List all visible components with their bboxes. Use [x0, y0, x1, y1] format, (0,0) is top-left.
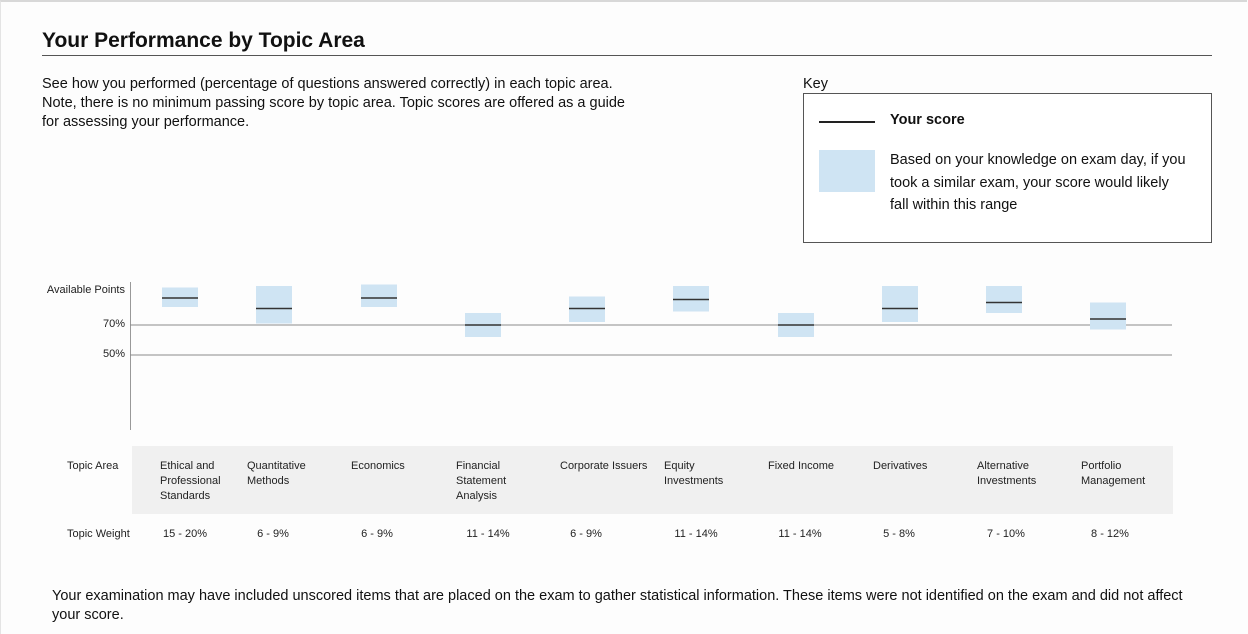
- key-label: Key: [803, 76, 828, 92]
- range-bar: [986, 286, 1022, 313]
- topic-weight: 6 - 9%: [570, 528, 602, 540]
- topic-area-row-bg: [132, 446, 1173, 514]
- topic-name: Ethical and Professional Standards: [160, 460, 221, 502]
- topic-weight: 8 - 12%: [1091, 528, 1129, 540]
- topic-name: Portfolio Management: [1081, 460, 1146, 487]
- topic-weight: 11 - 14%: [466, 528, 510, 540]
- key-range-label: Based on your knowledge on exam day, if …: [890, 152, 1186, 213]
- intro-text: See how you performed (percentage of que…: [42, 76, 625, 130]
- topic-name: Quantitative Methods: [247, 460, 306, 487]
- topic-weight: 15 - 20%: [162, 528, 208, 540]
- title-divider: [42, 55, 1212, 56]
- score-line-swatch: [819, 121, 875, 123]
- range-swatch: [819, 150, 875, 192]
- topic-weight: 5 - 8%: [883, 528, 915, 540]
- y-axis-label: Available Points: [47, 284, 126, 296]
- topic-weight: 6 - 9%: [361, 528, 393, 540]
- key-box: Your score Based on your knowledge on ex…: [803, 93, 1212, 243]
- range-bar: [882, 286, 918, 322]
- topic-weight: 11 - 14%: [674, 528, 718, 540]
- footnote: Your examination may have included unsco…: [52, 588, 1183, 623]
- range-bar: [1090, 302, 1126, 330]
- topic-name: Derivatives: [873, 460, 928, 472]
- performance-chart: Available Points 70% 50%: [47, 282, 1172, 430]
- key-score-label: Your score: [890, 112, 965, 128]
- page-title: Your Performance by Topic Area: [42, 29, 365, 52]
- topic-name: Economics: [351, 460, 405, 472]
- topic-name: Equity Investments: [664, 460, 724, 487]
- y-tick-label: 50%: [103, 348, 125, 360]
- topic-weight: 6 - 9%: [257, 528, 289, 540]
- topic-name: Alternative Investments: [977, 460, 1037, 487]
- topic-name: Financial Statement Analysis: [456, 460, 507, 502]
- y-tick-label: 70%: [103, 318, 125, 330]
- topic-weight-label: Topic Weight: [67, 528, 130, 540]
- topic-weight: 7 - 10%: [987, 528, 1025, 540]
- topic-name: Fixed Income: [768, 460, 835, 472]
- topic-weight: 11 - 14%: [778, 528, 822, 540]
- range-bar: [361, 284, 397, 307]
- range-bar: [256, 286, 292, 324]
- topic-area-label: Topic Area: [67, 460, 119, 472]
- topic-name: Corporate Issuers: [560, 460, 648, 472]
